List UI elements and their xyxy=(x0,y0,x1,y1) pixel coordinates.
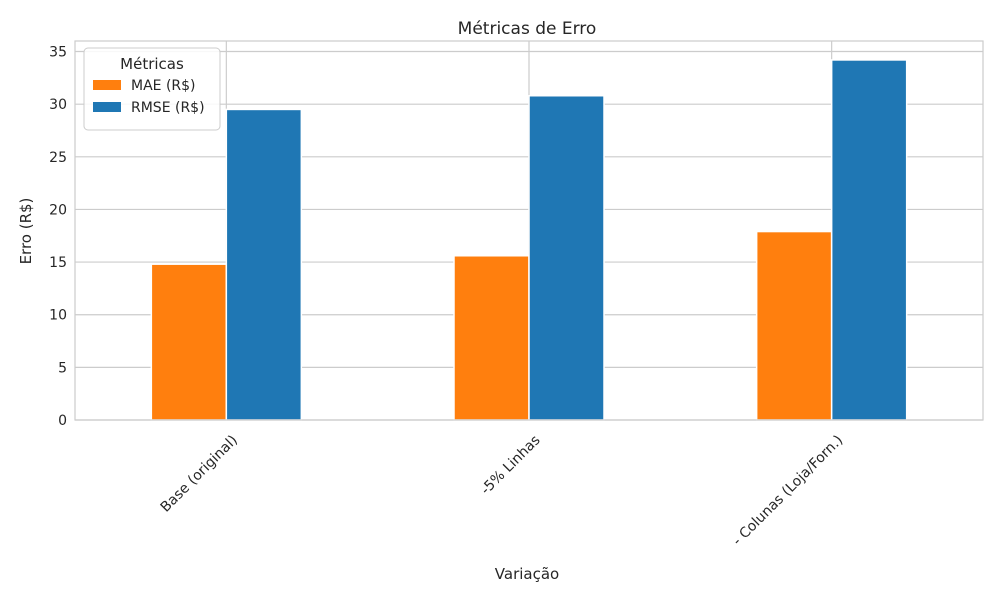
y-tick-label: 20 xyxy=(49,202,67,218)
bar-rmse xyxy=(225,108,303,421)
bar-rmse xyxy=(830,59,908,421)
legend-label: RMSE (R$) xyxy=(131,100,205,116)
plot-frame xyxy=(74,40,984,421)
bar-mae xyxy=(453,255,530,421)
bar-rmse xyxy=(528,94,605,421)
chart-title: Métricas de Erro xyxy=(458,19,597,39)
y-tick-label: 10 xyxy=(49,308,67,324)
y-tick-label: 25 xyxy=(49,150,67,166)
y-tick-label: 5 xyxy=(58,360,67,376)
legend-swatch xyxy=(93,102,121,112)
y-tick-labels: 0 5 10 15 20 25 30 35 xyxy=(49,45,67,429)
x-axis-label: Variação xyxy=(495,565,559,583)
y-tick-label: 0 xyxy=(58,413,67,429)
legend: Métricas MAE (R$) RMSE (R$) xyxy=(83,47,221,131)
bar-mae xyxy=(150,263,228,421)
y-axis-label: Erro (R$) xyxy=(17,198,35,265)
legend-title: Métricas xyxy=(120,55,184,73)
y-tick-label: 15 xyxy=(49,255,67,271)
legend-swatch xyxy=(93,80,121,90)
y-tick-label: 30 xyxy=(49,97,67,113)
legend-label: MAE (R$) xyxy=(131,78,196,94)
legend-items: MAE (R$) RMSE (R$) xyxy=(93,78,205,116)
bar-mae xyxy=(755,230,833,421)
y-tick-label: 35 xyxy=(49,45,67,61)
bars xyxy=(150,59,908,421)
